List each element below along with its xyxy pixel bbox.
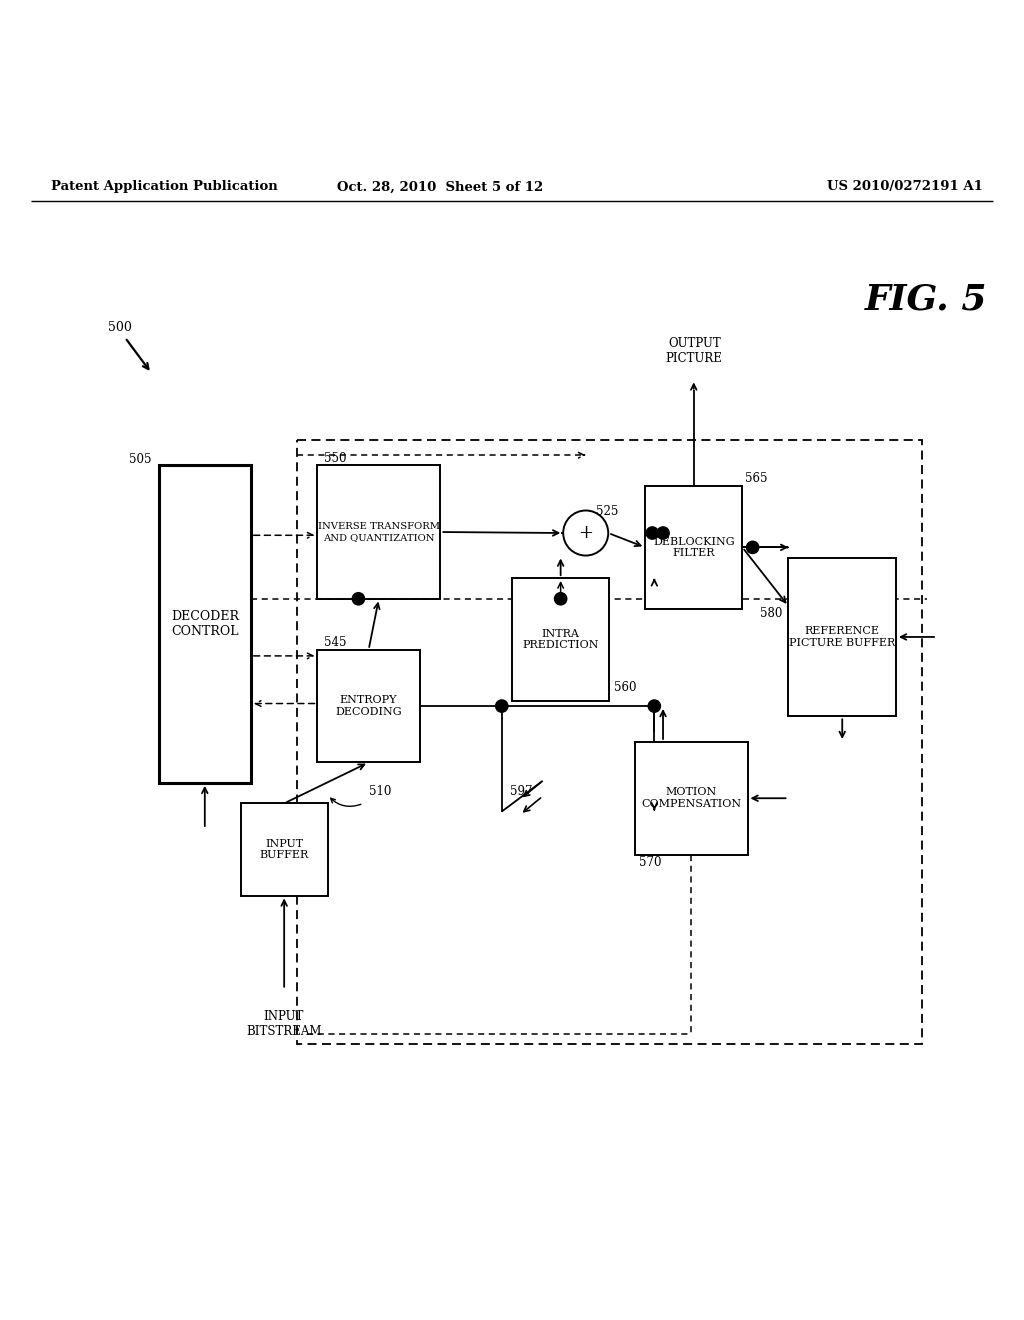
Text: INPUT
BITSTREAM: INPUT BITSTREAM <box>246 1010 322 1038</box>
Bar <box>241 804 328 895</box>
Text: DEBLOCKING
FILTER: DEBLOCKING FILTER <box>653 536 734 558</box>
Bar <box>645 486 742 609</box>
Circle shape <box>648 700 660 713</box>
Bar <box>635 742 748 854</box>
Circle shape <box>746 541 759 553</box>
Circle shape <box>657 527 670 539</box>
Circle shape <box>555 593 567 605</box>
Text: 505: 505 <box>129 453 152 466</box>
Text: 570: 570 <box>639 857 662 870</box>
Bar <box>159 466 251 783</box>
Text: OUTPUT
PICTURE: OUTPUT PICTURE <box>666 337 723 364</box>
Text: 580: 580 <box>760 607 782 620</box>
Text: INPUT
BUFFER: INPUT BUFFER <box>259 838 309 861</box>
Text: REFERENCE
PICTURE BUFFER: REFERENCE PICTURE BUFFER <box>790 626 895 648</box>
Text: 550: 550 <box>324 451 346 465</box>
Text: 525: 525 <box>596 506 618 517</box>
Text: 597: 597 <box>510 784 532 797</box>
Text: FIG. 5: FIG. 5 <box>865 282 988 317</box>
Text: MOTION
COMPENSATION: MOTION COMPENSATION <box>641 788 741 809</box>
Text: ENTROPY
DECODING: ENTROPY DECODING <box>335 696 402 717</box>
Circle shape <box>496 700 508 713</box>
Bar <box>788 557 896 717</box>
Text: 510: 510 <box>369 784 391 797</box>
Text: 545: 545 <box>324 636 346 649</box>
Text: INTRA
PREDICTION: INTRA PREDICTION <box>522 628 599 651</box>
Circle shape <box>563 511 608 556</box>
Text: Patent Application Publication: Patent Application Publication <box>51 181 278 194</box>
Text: US 2010/0272191 A1: US 2010/0272191 A1 <box>827 181 983 194</box>
Circle shape <box>646 527 658 539</box>
Text: 565: 565 <box>745 473 768 486</box>
Text: Oct. 28, 2010  Sheet 5 of 12: Oct. 28, 2010 Sheet 5 of 12 <box>337 181 544 194</box>
Bar <box>317 466 440 598</box>
Text: 500: 500 <box>108 321 131 334</box>
Bar <box>317 649 420 763</box>
Bar <box>512 578 609 701</box>
Circle shape <box>352 593 365 605</box>
Text: DECODER
CONTROL: DECODER CONTROL <box>171 610 239 638</box>
Text: INVERSE TRANSFORM
AND QUANTIZATION: INVERSE TRANSFORM AND QUANTIZATION <box>317 523 440 541</box>
Text: 560: 560 <box>614 681 637 694</box>
Text: +: + <box>579 524 593 543</box>
Bar <box>297 440 922 1044</box>
